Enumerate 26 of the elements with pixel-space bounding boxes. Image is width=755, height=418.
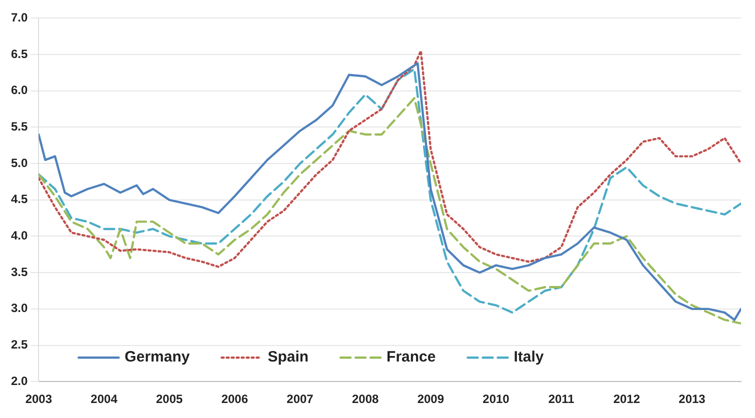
x-tick-label: 2011 [548,392,575,406]
x-tick-label: 2004 [90,392,118,406]
x-tick-label: 2013 [678,392,706,406]
x-tick-label: 2005 [156,392,184,406]
y-tick-label: 2.0 [10,374,28,388]
x-tick-label: 2007 [286,392,314,406]
x-tick-label: 2012 [613,392,640,406]
y-tick-label: 2.5 [10,338,28,352]
x-tick-label: 2003 [25,392,52,406]
y-tick-label: 6.5 [10,46,28,61]
legend-label: Spain [268,348,309,366]
y-tick-label: 4.5 [10,192,28,206]
y-tick-label: 5.0 [10,156,28,170]
x-tick-label: 2008 [352,392,380,406]
y-tick-label: 3.0 [10,301,28,316]
y-tick-label: 3.5 [10,264,28,279]
x-tick-label: 2006 [221,392,248,406]
y-tick-label: 7.0 [10,10,28,25]
legend-label: France [386,348,436,366]
y-tick-label: 6.0 [10,83,28,98]
x-tick-label: 2010 [482,392,510,406]
x-tick-label: 2009 [417,392,444,406]
legend-label: Italy [514,348,544,366]
y-tick-label: 5.5 [10,120,28,134]
y-tick-label: 4.0 [10,228,28,243]
legend-label: Germany [124,348,190,366]
